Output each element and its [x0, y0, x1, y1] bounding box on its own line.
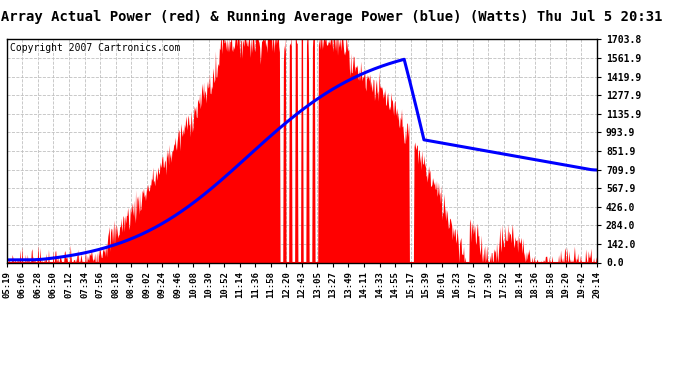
Text: West Array Actual Power (red) & Running Average Power (blue) (Watts) Thu Jul 5 2: West Array Actual Power (red) & Running … [0, 9, 662, 24]
Text: Copyright 2007 Cartronics.com: Copyright 2007 Cartronics.com [10, 43, 180, 53]
